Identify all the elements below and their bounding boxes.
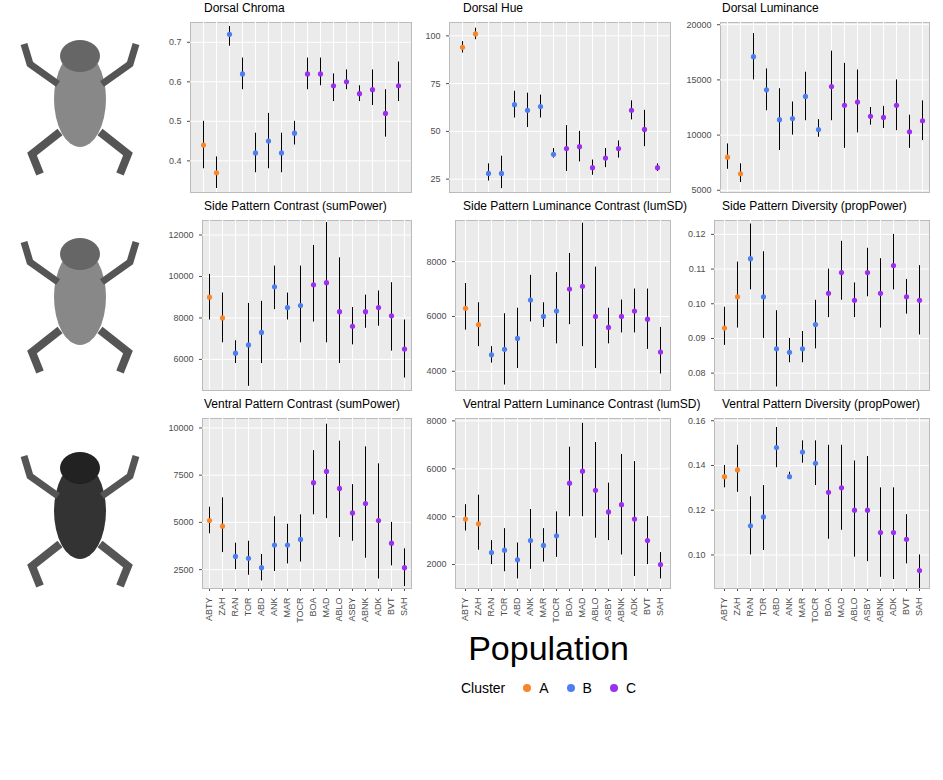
svg-text:8000: 8000 bbox=[426, 257, 446, 267]
svg-text:8000: 8000 bbox=[173, 313, 193, 323]
html-text:Dorsal Chroma: Dorsal Chroma bbox=[204, 1, 285, 15]
svg-text:0.14: 0.14 bbox=[688, 460, 706, 470]
svg-text:ABTY: ABTY bbox=[719, 598, 729, 622]
svg-text:0.12: 0.12 bbox=[688, 229, 706, 239]
svg-text:4000: 4000 bbox=[426, 366, 446, 376]
svg-text:MAD: MAD bbox=[321, 597, 331, 618]
svg-text:ABLO: ABLO bbox=[849, 598, 859, 622]
svg-text:100: 100 bbox=[425, 31, 440, 41]
svg-text:0.7: 0.7 bbox=[169, 37, 182, 47]
svg-text:50: 50 bbox=[430, 126, 440, 136]
svg-text:ABTY: ABTY bbox=[460, 598, 470, 622]
svg-text:TOR: TOR bbox=[243, 597, 253, 616]
html-text:C: C bbox=[626, 680, 637, 696]
svg-text:ANK: ANK bbox=[784, 598, 794, 617]
html-text:Dorsal Hue: Dorsal Hue bbox=[463, 1, 523, 15]
svg-text:0.16: 0.16 bbox=[688, 416, 706, 426]
svg-text:RAN: RAN bbox=[486, 598, 496, 617]
svg-text:6000: 6000 bbox=[173, 354, 193, 364]
svg-text:5000: 5000 bbox=[173, 517, 193, 527]
svg-text:ABD: ABD bbox=[771, 597, 781, 616]
svg-text:RAN: RAN bbox=[230, 598, 240, 617]
html-text:Dorsal Luminance: Dorsal Luminance bbox=[722, 1, 819, 15]
svg-text:BOA: BOA bbox=[308, 598, 318, 617]
html-text:Ventral Pattern Diversity (pro: Ventral Pattern Diversity (propPower) bbox=[722, 397, 921, 411]
svg-text:15000: 15000 bbox=[686, 75, 711, 85]
html-text:Side Pattern Diversity (propPo: Side Pattern Diversity (propPower) bbox=[722, 199, 907, 213]
svg-text:SAH: SAH bbox=[655, 598, 665, 617]
svg-text:7500: 7500 bbox=[173, 470, 193, 480]
svg-text:TOR: TOR bbox=[758, 597, 768, 616]
html-text:Side Pattern Contrast (sumPowe: Side Pattern Contrast (sumPower) bbox=[204, 199, 387, 213]
svg-text:ABNK: ABNK bbox=[875, 598, 885, 623]
html-text:Cluster: Cluster bbox=[460, 680, 506, 696]
svg-text:2000: 2000 bbox=[426, 559, 446, 569]
svg-text:ASBY: ASBY bbox=[862, 598, 872, 622]
svg-text:10000: 10000 bbox=[168, 271, 193, 281]
svg-text:ABNK: ABNK bbox=[616, 598, 626, 623]
svg-text:TOR: TOR bbox=[499, 597, 509, 616]
svg-text:25: 25 bbox=[430, 174, 440, 184]
svg-text:TOCR: TOCR bbox=[810, 597, 820, 623]
svg-text:0.11: 0.11 bbox=[689, 264, 706, 274]
svg-text:ZAH: ZAH bbox=[732, 598, 742, 616]
svg-text:0.10: 0.10 bbox=[688, 299, 706, 309]
svg-text:ABTY: ABTY bbox=[204, 598, 214, 622]
svg-text:0.12: 0.12 bbox=[688, 505, 706, 515]
svg-text:SAH: SAH bbox=[399, 598, 409, 617]
svg-text:TOCR: TOCR bbox=[551, 597, 561, 623]
svg-text:6000: 6000 bbox=[426, 311, 446, 321]
svg-text:8000: 8000 bbox=[426, 416, 446, 426]
svg-text:MAR: MAR bbox=[797, 597, 807, 618]
html-text:Ventral Pattern Luminance Cont: Ventral Pattern Luminance Contrast (lumS… bbox=[463, 397, 701, 411]
svg-text:12000: 12000 bbox=[168, 230, 193, 240]
svg-text:MAR: MAR bbox=[538, 597, 548, 618]
svg-text:RAN: RAN bbox=[745, 598, 755, 617]
svg-text:0.6: 0.6 bbox=[169, 77, 182, 87]
svg-text:ADK: ADK bbox=[373, 598, 383, 617]
html-text:Population: Population bbox=[468, 629, 629, 667]
svg-text:ZAH: ZAH bbox=[217, 598, 227, 616]
svg-text:ABLO: ABLO bbox=[590, 598, 600, 622]
svg-text:ADK: ADK bbox=[629, 598, 639, 617]
svg-text:ANK: ANK bbox=[269, 598, 279, 617]
svg-text:ANK: ANK bbox=[525, 598, 535, 617]
svg-text:6000: 6000 bbox=[426, 464, 446, 474]
svg-text:BVT: BVT bbox=[386, 597, 396, 615]
svg-text:20000: 20000 bbox=[686, 20, 711, 30]
svg-text:0.09: 0.09 bbox=[688, 333, 706, 343]
svg-text:BVT: BVT bbox=[642, 597, 652, 615]
svg-text:MAR: MAR bbox=[282, 597, 292, 618]
svg-text:75: 75 bbox=[430, 79, 440, 89]
svg-text:5000: 5000 bbox=[691, 185, 711, 195]
svg-text:SAH: SAH bbox=[914, 598, 924, 617]
html-text:Ventral Pattern Contrast (sumP: Ventral Pattern Contrast (sumPower) bbox=[204, 397, 401, 411]
html-text:B: B bbox=[582, 680, 592, 696]
svg-text:BOA: BOA bbox=[564, 598, 574, 617]
svg-text:ABD: ABD bbox=[256, 597, 266, 616]
svg-text:4000: 4000 bbox=[426, 512, 446, 522]
svg-text:0.4: 0.4 bbox=[169, 156, 182, 166]
svg-text:BVT: BVT bbox=[901, 597, 911, 615]
svg-text:ABD: ABD bbox=[512, 597, 522, 616]
svg-text:2500: 2500 bbox=[173, 564, 193, 574]
svg-text:MAD: MAD bbox=[577, 597, 587, 618]
svg-text:BOA: BOA bbox=[823, 598, 833, 617]
html-text:Side Pattern Luminance Contras: Side Pattern Luminance Contrast (lumSD) bbox=[463, 199, 688, 213]
svg-text:ASBY: ASBY bbox=[603, 598, 613, 622]
svg-text:ZAH: ZAH bbox=[473, 598, 483, 616]
svg-text:ASBY: ASBY bbox=[347, 598, 357, 622]
svg-text:MAD: MAD bbox=[836, 597, 846, 618]
svg-text:0.08: 0.08 bbox=[688, 368, 706, 378]
svg-text:0.5: 0.5 bbox=[169, 116, 182, 126]
svg-text:TOCR: TOCR bbox=[295, 597, 305, 623]
svg-text:ADK: ADK bbox=[888, 598, 898, 617]
html-text:A: A bbox=[539, 680, 549, 696]
svg-text:10000: 10000 bbox=[686, 130, 711, 140]
svg-text:ABNK: ABNK bbox=[360, 598, 370, 623]
svg-text:ABLO: ABLO bbox=[334, 598, 344, 622]
svg-text:10000: 10000 bbox=[168, 423, 193, 433]
svg-text:0.10: 0.10 bbox=[688, 550, 706, 560]
